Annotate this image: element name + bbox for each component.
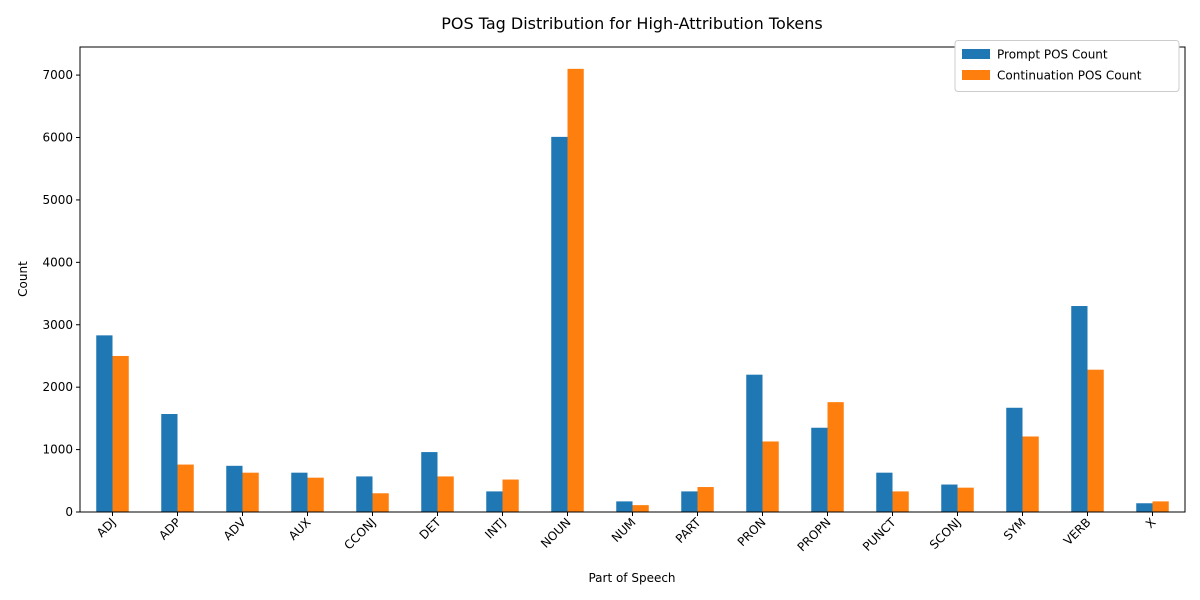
y-tick-label: 2000 <box>42 380 73 394</box>
bar-continuation-sym <box>1022 436 1039 512</box>
bar-prompt-sconj <box>941 484 958 512</box>
bar-continuation-intj <box>502 479 519 512</box>
y-tick-label: 6000 <box>42 131 73 145</box>
bar-prompt-aux <box>291 472 308 512</box>
y-axis: 0 1000 2000 3000 4000 5000 6000 7000 <box>42 68 80 519</box>
bar-prompt-adj <box>96 335 113 512</box>
x-tick-label: ADJ <box>94 515 119 540</box>
bar-continuation-num <box>632 505 649 512</box>
y-tick-label: 1000 <box>42 443 73 457</box>
bar-prompt-punct <box>876 472 893 512</box>
y-axis-label: Count <box>16 261 30 297</box>
x-tick-label: NOUN <box>538 515 573 550</box>
x-tick-label: NUM <box>609 515 639 545</box>
bar-prompt-adv <box>226 465 243 512</box>
bar-prompt-noun <box>551 136 568 512</box>
x-tick-label: PART <box>673 515 704 546</box>
x-axis: ADJ ADP ADV AUX CCONJ DET INTJ NOUN NUM PART PRON P… <box>94 512 1159 554</box>
bar-prompt-adp <box>161 414 178 512</box>
y-tick-label: 7000 <box>42 68 73 82</box>
x-tick-label: AUX <box>286 515 314 543</box>
bar-prompt-verb <box>1071 306 1088 512</box>
y-tick-label: 3000 <box>42 318 73 332</box>
bar-continuation-adj <box>112 355 129 512</box>
x-tick-label: X <box>1143 515 1159 531</box>
bar-continuation-noun <box>567 68 584 512</box>
bar-prompt-sym <box>1006 407 1023 512</box>
x-tick-label: SYM <box>1001 515 1029 543</box>
bar-continuation-sconj <box>957 487 974 512</box>
bar-continuation-adv <box>242 472 259 512</box>
bar-continuation-x <box>1152 501 1169 512</box>
x-tick-label: CCONJ <box>341 515 378 552</box>
bar-prompt-det <box>421 452 438 512</box>
y-tick-label: 0 <box>65 505 73 519</box>
legend-entry-label: Continuation POS Count <box>997 69 1142 83</box>
bar-prompt-cconj <box>356 476 373 512</box>
bar-prompt-intj <box>486 491 503 512</box>
bar-continuation-det <box>437 476 454 512</box>
chart-title: POS Tag Distribution for High-Attributio… <box>441 14 823 33</box>
x-tick-label: VERB <box>1061 515 1094 548</box>
legend-box <box>954 40 1180 92</box>
x-tick-label: ADV <box>221 515 249 543</box>
x-tick-label: INTJ <box>482 515 508 541</box>
bars-group <box>96 68 1169 512</box>
y-tick-label: 4000 <box>42 255 73 269</box>
bar-continuation-adp <box>177 464 194 512</box>
x-tick-label: PRON <box>735 515 769 549</box>
y-tick-label: 5000 <box>42 193 73 207</box>
x-axis-label: Part of Speech <box>588 571 675 585</box>
plot-frame <box>79 46 1186 513</box>
bar-continuation-pron <box>762 441 779 512</box>
bar-prompt-x <box>1136 503 1153 512</box>
x-tick-label: PROPN <box>795 515 834 554</box>
bar-prompt-pron <box>746 374 763 512</box>
bar-continuation-aux <box>307 477 324 512</box>
bar-continuation-punct <box>892 491 909 512</box>
x-tick-label: SCONJ <box>927 515 964 552</box>
bar-prompt-propn <box>811 427 828 512</box>
legend-entry-label: Prompt POS Count <box>997 48 1108 62</box>
legend-swatch <box>962 49 990 59</box>
x-tick-label: ADP <box>156 515 183 542</box>
bar-prompt-num <box>616 501 633 512</box>
x-tick-label: DET <box>417 515 444 542</box>
bar-continuation-part <box>697 487 714 512</box>
bar-prompt-part <box>681 491 698 512</box>
bar-continuation-propn <box>827 402 844 512</box>
legend-swatch <box>962 70 990 80</box>
bar-continuation-verb <box>1087 369 1104 512</box>
legend: Prompt POS Count Continuation POS Count <box>954 40 1180 92</box>
bar-continuation-cconj <box>372 493 389 512</box>
x-tick-label: PUNCT <box>860 515 899 554</box>
